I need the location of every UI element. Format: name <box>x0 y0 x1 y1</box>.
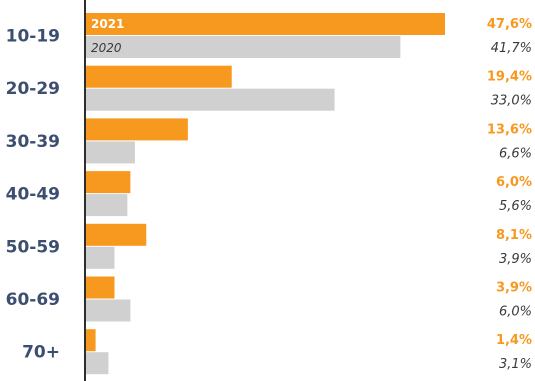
bar-2020 <box>85 88 335 111</box>
value-label-2021: 6,0% <box>496 175 532 190</box>
bar-2021 <box>85 171 131 194</box>
bar-2020 <box>85 299 131 322</box>
legend-label-2021: 2021 <box>91 17 124 31</box>
bar-2021 <box>85 118 188 141</box>
value-label-2021: 19,4% <box>487 70 532 85</box>
value-label-2020: 41,7% <box>491 41 532 56</box>
value-label-2021: 8,1% <box>496 228 532 243</box>
category-label: 30-39 <box>6 132 60 152</box>
bar-2021 <box>85 329 96 352</box>
value-label-2020: 6,0% <box>499 305 532 320</box>
value-label-2021: 13,6% <box>487 122 532 137</box>
value-label-2021: 47,6% <box>487 17 532 32</box>
value-label-2021: 1,4% <box>496 333 532 348</box>
category-label: 40-49 <box>6 185 60 205</box>
value-label-2020: 5,6% <box>499 199 532 214</box>
bar-2021 <box>85 276 115 299</box>
bar-2020 <box>85 141 135 164</box>
category-label: 50-59 <box>6 237 60 257</box>
legend-label-2020: 2020 <box>91 41 122 55</box>
category-label: 70+ <box>22 343 60 363</box>
bar-2021 <box>85 223 147 246</box>
value-label-2020: 33,0% <box>491 94 532 109</box>
category-label: 60-69 <box>6 290 60 310</box>
value-label-2021: 3,9% <box>496 281 532 296</box>
value-label-2020: 6,6% <box>499 146 532 161</box>
value-label-2020: 3,9% <box>499 252 532 267</box>
bar-2020 <box>85 352 109 375</box>
category-label: 10-19 <box>6 27 60 47</box>
bar-2021 <box>85 65 232 88</box>
bar-2020 <box>85 36 401 58</box>
bar-2020 <box>85 194 128 217</box>
category-label: 20-29 <box>6 79 60 99</box>
bar-2021 <box>85 13 445 35</box>
bar-2020 <box>85 246 115 269</box>
value-label-2020: 3,1% <box>499 357 532 372</box>
